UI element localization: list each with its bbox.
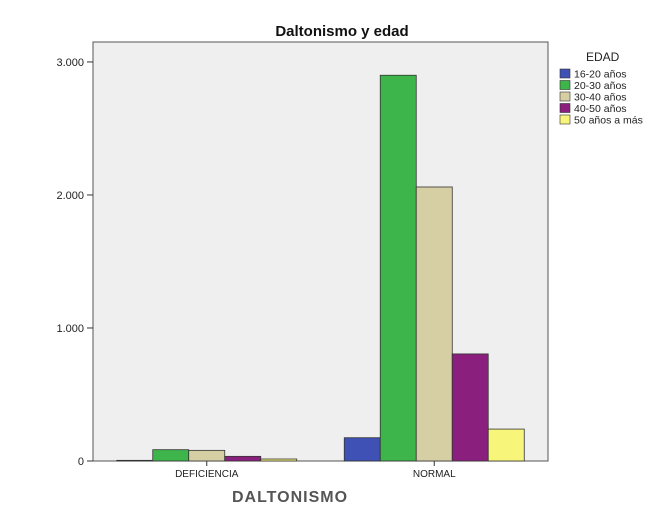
y-axis: 0 1.000 2.000 3.000 bbox=[56, 57, 93, 468]
bar bbox=[152, 449, 190, 462]
legend-entry-label: 16-20 años bbox=[574, 69, 627, 81]
y-tick-label: 1.000 bbox=[56, 323, 84, 335]
bar bbox=[379, 74, 417, 462]
x-axis: DEFICIENCIA NORMAL bbox=[175, 461, 456, 480]
legend-swatch bbox=[559, 80, 571, 90]
bar bbox=[487, 428, 525, 462]
y-tick-label: 0 bbox=[78, 456, 84, 468]
legend-entry-label: 20-30 años bbox=[574, 80, 627, 92]
legend-swatch bbox=[559, 114, 571, 125]
y-tick-label: 3.000 bbox=[56, 57, 84, 69]
chart-title: Daltonismo y edad bbox=[275, 23, 408, 40]
bar bbox=[224, 455, 262, 462]
bar bbox=[260, 458, 298, 462]
bar bbox=[116, 459, 154, 462]
legend-entry-label: 40-50 años bbox=[574, 103, 627, 115]
legend-swatch bbox=[559, 91, 571, 102]
bar bbox=[451, 353, 489, 462]
legend-swatch bbox=[559, 103, 571, 113]
x-axis-label: DALTONISMO bbox=[232, 489, 348, 506]
legend-title: EDAD bbox=[586, 50, 620, 64]
x-tick-label: DEFICIENCIA bbox=[175, 469, 239, 480]
bar bbox=[415, 186, 453, 462]
bar bbox=[188, 449, 226, 462]
legend-entry-label: 50 años a más bbox=[574, 115, 643, 127]
bar bbox=[343, 437, 381, 462]
bars bbox=[116, 74, 525, 462]
legend-entry-label: 30-40 años bbox=[574, 92, 627, 104]
x-tick-label: NORMAL bbox=[413, 469, 456, 480]
legend-swatch bbox=[559, 68, 571, 79]
y-tick-label: 2.000 bbox=[56, 190, 84, 202]
